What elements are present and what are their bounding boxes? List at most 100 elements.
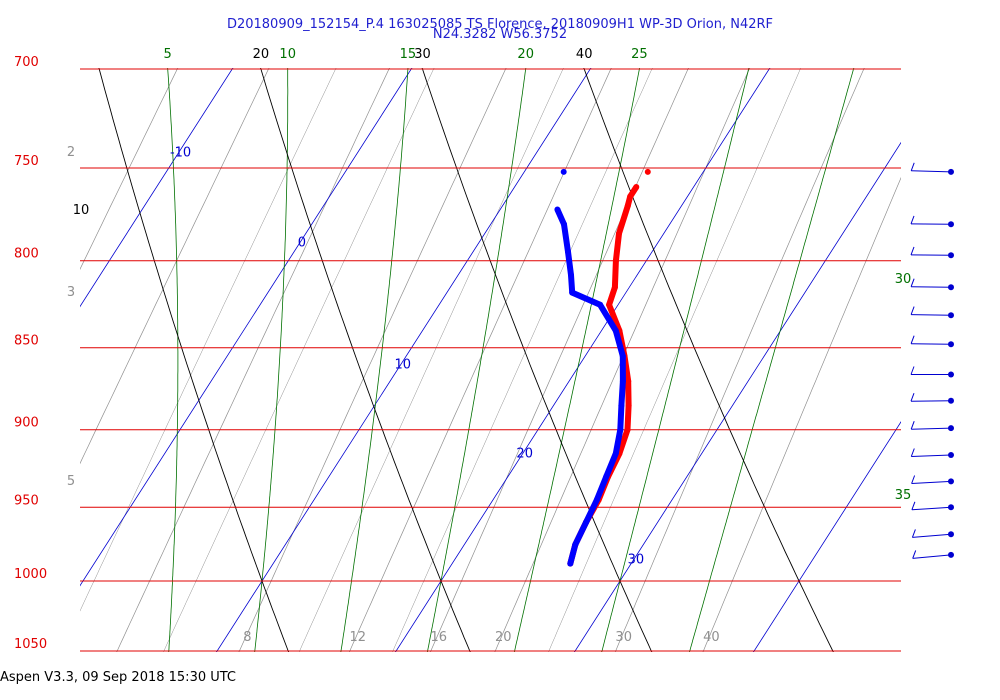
- dewpoint-point: [619, 378, 626, 385]
- wind-barb-point: [948, 397, 954, 404]
- dewpoint-point: [619, 353, 626, 360]
- mixing-ratio-label: 3: [67, 285, 75, 300]
- dewpoint-point: [567, 560, 574, 567]
- dewpoint-point: [572, 541, 579, 548]
- dewpoint-point: [569, 289, 576, 296]
- wind-barb-staff: [911, 454, 952, 457]
- dewpoint-point: [603, 473, 610, 480]
- moist-adiabat-line-20: [427, 68, 527, 652]
- mixing-ratio-line-24: [548, 68, 802, 652]
- moist-adiabat-label: 5: [164, 47, 172, 62]
- temperature-point: [633, 184, 640, 190]
- isotherm-line-0: [80, 68, 413, 587]
- isotherm-label: 20: [516, 447, 533, 462]
- temperature-point: [612, 257, 619, 264]
- moist-adiabat-label: 15: [400, 47, 417, 62]
- wind-barb-flag: [910, 421, 915, 430]
- dewpoint-point: [593, 496, 600, 503]
- wind-barb-flag: [911, 475, 916, 484]
- wind-barb-flag: [910, 335, 915, 344]
- mixing-ratio-line-6: [163, 68, 435, 652]
- wind-barb-staff: [911, 480, 952, 484]
- wind-barb-point: [948, 312, 954, 319]
- mixing-ratio-label: 12: [350, 630, 367, 645]
- dewpoint-point: [583, 519, 589, 526]
- dry-adiabat-line-20: [260, 68, 471, 652]
- dry-adiabat-lines: [98, 68, 834, 652]
- dewpoint-point: [568, 272, 574, 278]
- wind-barb-staff: [911, 506, 952, 511]
- chart-title: D20180909_152154_P.4 163025085 TS Floren…: [226, 17, 774, 32]
- wind-barb-staff: [911, 343, 952, 345]
- isobar-lines: [80, 68, 901, 652]
- wind-barb-flag: [910, 246, 915, 256]
- isotherm-line-30: [574, 141, 901, 652]
- footer-version: Aspen V3.3, 09 Sep 2018 15:30 UTC: [0, 670, 237, 685]
- pressure-tick-label: 1050: [14, 637, 47, 652]
- temperature-point: [625, 378, 632, 385]
- wind-barb-point: [948, 371, 954, 378]
- temperature-point: [625, 402, 632, 409]
- pressure-tick-label: 750: [14, 154, 39, 169]
- wind-barb-point: [948, 452, 954, 458]
- wind-barb-staff: [911, 427, 952, 430]
- wind-barb-flag: [910, 215, 915, 225]
- wind-barb-point: [948, 221, 954, 228]
- pressure-tick-label: 950: [14, 493, 39, 508]
- wind-barb-flag: [911, 529, 916, 538]
- isotherm-label: 10: [395, 358, 412, 373]
- moist-adiabat-label: 35: [895, 488, 912, 503]
- wind-barb-flag: [910, 393, 915, 402]
- wind-barb-point: [948, 284, 954, 291]
- moist-adiabat-label: 25: [631, 47, 648, 62]
- isotherm-label: 0: [298, 236, 306, 251]
- dewpoint-point: [560, 168, 567, 175]
- wind-barb-flag: [911, 501, 916, 510]
- temperature-point: [644, 168, 651, 175]
- mixing-ratio-line-14: [392, 68, 653, 652]
- moist-adiabat-label: 10: [279, 47, 296, 62]
- temperature-point: [624, 202, 631, 209]
- dewpoint-point: [597, 301, 604, 308]
- wind-barb-flag: [910, 162, 915, 171]
- isotherm-label: 30: [628, 552, 645, 567]
- mixing-ratio-label: 20: [495, 630, 512, 645]
- dry-adiabat-line-10: [98, 68, 290, 652]
- mixing-ratio-label: 16: [431, 630, 448, 645]
- mixing-ratio-line-10: [298, 68, 564, 652]
- wind-barb-staff: [912, 554, 952, 559]
- pressure-tick-label: 850: [14, 334, 39, 349]
- dewpoint-point: [561, 221, 567, 228]
- wind-barb-point: [948, 551, 954, 558]
- pressure-tick-label: 800: [14, 247, 39, 262]
- wind-barb-staff: [911, 314, 952, 316]
- sounding-series: [554, 168, 651, 567]
- mixing-ratio-lines: [80, 68, 901, 652]
- wind-barb-flag: [910, 306, 915, 315]
- mixing-ratio-line-3: [80, 68, 270, 465]
- wind-barb-flag: [910, 366, 915, 375]
- temperature-point: [616, 230, 622, 237]
- isotherm-label: -10: [170, 146, 191, 161]
- moist-adiabat-line-25: [513, 68, 641, 652]
- grid-labels: 700 750 800 850 900 950 1000 1050 -10 0 10 20 30 10 20…: [14, 47, 911, 652]
- mixing-ratio-line-40: [702, 176, 901, 652]
- dry-adiabat-line-30: [421, 68, 653, 652]
- isotherm-line-40: [753, 421, 901, 652]
- moist-adiabat-lines: [167, 68, 855, 652]
- moist-adiabat-line-35: [689, 68, 855, 652]
- mixing-ratio-line-20: [494, 68, 751, 652]
- isotherm-line-50: [924, 48, 1000, 664]
- moist-adiabat-line-5: [167, 68, 179, 652]
- dry-adiabat-label: 40: [576, 47, 593, 62]
- dry-adiabat-label: 10: [73, 203, 90, 218]
- isotherm-line-20: [395, 68, 771, 652]
- dewpoint-point: [612, 327, 619, 334]
- pressure-tick-label: 900: [14, 416, 39, 431]
- mixing-ratio-label: 2: [67, 145, 75, 160]
- mixing-ratio-line-8: [238, 68, 507, 652]
- moist-adiabat-line-10: [254, 68, 289, 652]
- wind-barb-flag: [912, 550, 917, 559]
- moist-adiabat-line-30: [601, 68, 750, 652]
